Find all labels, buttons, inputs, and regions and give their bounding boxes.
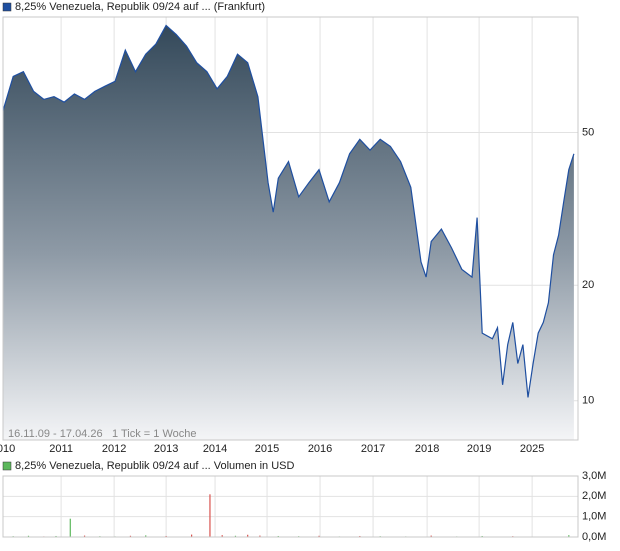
x-tick-label: 2013	[154, 443, 178, 455]
x-tick-label: 2010	[0, 443, 15, 455]
volume-bar	[145, 535, 147, 537]
volume-bar	[247, 534, 249, 537]
volume-bar	[277, 535, 279, 537]
y-tick-label: 10	[582, 395, 594, 407]
y-tick-label: 3,0M	[582, 470, 606, 482]
y-tick-label: 1,0M	[582, 511, 606, 523]
annotation: 1 Tick = 1 Woche	[112, 428, 196, 440]
volume-bar	[209, 494, 211, 537]
plot-frame	[2, 475, 579, 538]
y-tick-label: 50	[582, 126, 594, 138]
volume-bar	[55, 535, 57, 537]
volume-bar	[318, 535, 320, 537]
x-tick-label: 2018	[415, 443, 439, 455]
price-line	[2, 24, 575, 398]
volume-bar	[430, 535, 432, 537]
volume-bar	[259, 535, 261, 537]
x-tick-label: 2025	[520, 443, 544, 455]
x-tick-label: 2014	[203, 443, 227, 455]
x-tick-label: 2011	[49, 443, 73, 455]
plot-frame	[2, 16, 579, 441]
y-tick-label: 20	[582, 279, 594, 291]
x-tick-label: 2015	[255, 443, 279, 455]
volume-bar	[83, 535, 86, 537]
legend-swatch	[2, 461, 12, 471]
price-area	[3, 25, 574, 440]
x-tick-label: 2019	[467, 443, 491, 455]
y-tick-label: 0,0M	[582, 531, 606, 543]
volume-bar	[191, 534, 193, 537]
volume-bar	[568, 535, 570, 537]
legend-label: 8,25% Venezuela, Republik 09/24 auf ... …	[15, 1, 265, 13]
x-tick-label: 2012	[102, 443, 126, 455]
x-tick-label: 2017	[361, 443, 385, 455]
volume-bar	[234, 535, 237, 537]
legend-label: 8,25% Venezuela, Republik 09/24 auf ... …	[15, 460, 295, 472]
volume-bar	[129, 535, 132, 537]
volume-bar	[481, 535, 483, 537]
annotation: 16.11.09 - 17.04.26	[8, 428, 103, 440]
volume-bar	[27, 535, 30, 537]
volume-bar	[165, 535, 167, 537]
volume-bar	[359, 535, 361, 537]
legend-swatch	[2, 2, 12, 12]
y-tick-label: 2,0M	[582, 490, 606, 502]
x-tick-label: 2016	[308, 443, 332, 455]
volume-bar	[69, 518, 71, 537]
volume-bar	[221, 535, 223, 537]
